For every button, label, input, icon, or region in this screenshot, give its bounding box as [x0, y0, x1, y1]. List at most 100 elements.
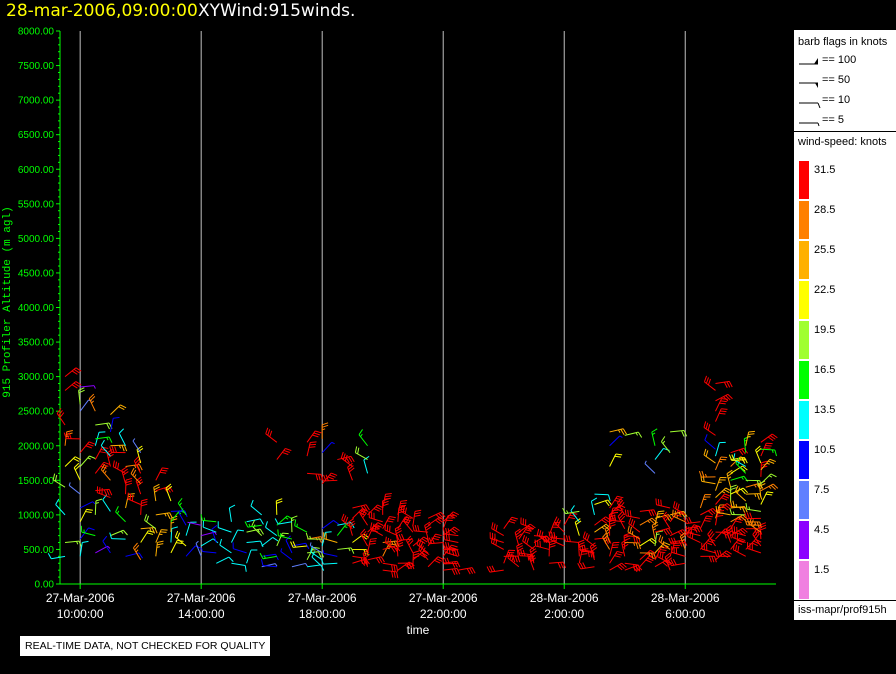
wind-barb [755, 445, 762, 464]
speed-swatch-label: 25.5 [814, 244, 836, 256]
wind-barb [522, 535, 535, 550]
wind-barb [80, 525, 96, 537]
wind-barb [185, 545, 202, 557]
wind-barb [246, 528, 264, 535]
y-tick-label: 0.00 [35, 580, 55, 591]
wind-barb [396, 533, 413, 541]
wind-barb [553, 516, 565, 533]
speed-swatch [799, 241, 809, 279]
wind-barb [94, 461, 110, 474]
wind-barb [536, 528, 550, 543]
wind-barb [443, 567, 461, 576]
wind-barb [403, 515, 414, 533]
wind-barb [155, 540, 164, 557]
wind-barb [352, 504, 370, 512]
wind-barb [549, 561, 567, 569]
wind-barb [109, 416, 120, 433]
wind-barb [100, 463, 111, 481]
wind-barb [125, 552, 143, 559]
wind-barb [359, 508, 368, 526]
wind-barb [79, 455, 96, 467]
wind-barb [624, 431, 643, 438]
wind-barb [291, 562, 308, 568]
wind-barb [52, 473, 66, 488]
wind-barb [187, 521, 202, 526]
wind-barb [412, 550, 430, 561]
wind-barb [715, 550, 732, 561]
wind-barb [617, 511, 626, 529]
wind-barb [64, 540, 83, 548]
wind-barb [577, 539, 585, 557]
wind-barb [341, 513, 353, 530]
wind-barb [644, 460, 656, 474]
wind-barb [95, 422, 113, 430]
wind-barb [95, 545, 111, 554]
wind-barb [370, 522, 383, 537]
wind-barb [594, 516, 612, 526]
wind-barb [244, 521, 262, 528]
speed-swatch [799, 161, 809, 199]
speed-swatch [799, 361, 809, 399]
wind-barb [170, 526, 178, 543]
speed-swatch-label: 28.5 [814, 204, 836, 216]
wind-barb [110, 529, 128, 537]
wind-barb [732, 543, 746, 557]
wind-barb [416, 538, 429, 554]
wind-barb [668, 537, 686, 545]
wind-barb [752, 529, 762, 547]
wind-barb [55, 498, 66, 516]
wind-barb [639, 555, 656, 568]
y-tick-label: 7000.00 [18, 96, 55, 107]
wind-barb [685, 525, 703, 533]
wind-barb [102, 535, 111, 554]
speed-swatch [799, 321, 809, 359]
wind-barb [609, 550, 624, 564]
speed-swatch-label: 16.5 [814, 364, 836, 376]
wind-barb [701, 542, 716, 554]
wind-barb [79, 399, 92, 412]
wind-barb [140, 530, 155, 543]
wind-barb [726, 469, 734, 488]
wind-barb [174, 530, 187, 547]
y-axis-label: 915 Profiler Altitude (m agl) [2, 206, 14, 397]
wind-barb [352, 533, 370, 543]
speed-swatch-label: 1.5 [814, 564, 830, 576]
wind-barb [321, 531, 332, 547]
speed-swatch [799, 401, 809, 439]
wind-barb [56, 408, 66, 426]
wind-barb [140, 498, 148, 515]
wind-barb [443, 533, 459, 544]
x-tick-time: 14:00:00 [178, 607, 225, 621]
wind-barb [305, 532, 323, 540]
wind-barb [715, 398, 728, 412]
y-tick-label: 1500.00 [18, 476, 55, 487]
wind-barb [548, 540, 556, 557]
wind-barb [715, 493, 731, 505]
y-tick-label: 6500.00 [18, 130, 55, 141]
wind-barb [734, 485, 747, 502]
quality-disclaimer: REAL-TIME DATA, NOT CHECKED FOR QUALITY [20, 636, 271, 656]
wind-barb [672, 501, 686, 516]
wind-barb [382, 569, 399, 579]
wind-barb [309, 542, 323, 554]
wind-barb [715, 380, 733, 388]
wind-barb [443, 560, 461, 568]
wind-barb [115, 506, 126, 523]
x-tick-time: 10:00:00 [57, 607, 104, 621]
wind-barb [79, 527, 95, 540]
wind-barb [246, 518, 264, 525]
speed-swatch-label: 10.5 [814, 444, 836, 456]
wind-barb [715, 441, 726, 457]
wind-barb [251, 519, 263, 536]
wind-barb [307, 472, 324, 481]
wind-barb [246, 549, 258, 564]
wind-barb [352, 508, 369, 519]
wind-barb [609, 495, 624, 509]
wind-barb [382, 492, 392, 509]
wind-barb [64, 367, 82, 378]
wind-barb [153, 483, 160, 502]
wind-barb [211, 525, 218, 543]
wind-barb [47, 552, 66, 560]
wind-barb [79, 508, 93, 523]
chart-title-product: XYWind:915winds. [198, 1, 356, 21]
